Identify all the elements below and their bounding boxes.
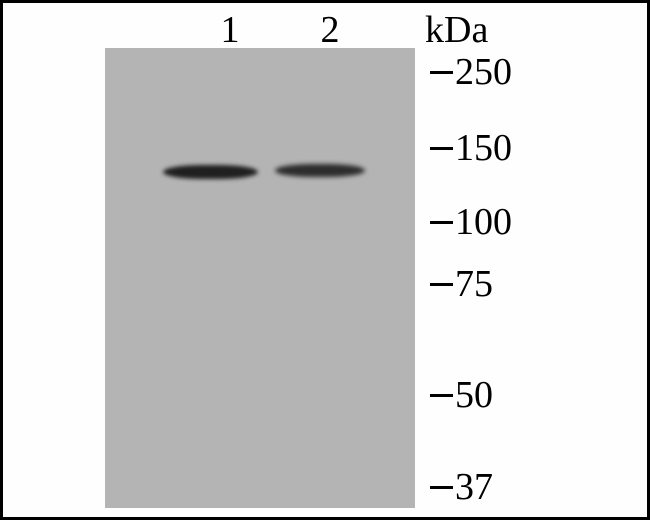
marker-label-37: 37 — [455, 465, 493, 509]
marker-label-250: 250 — [455, 50, 512, 94]
membrane-area — [105, 48, 415, 508]
marker-tick-50 — [430, 394, 453, 397]
marker-tick-37 — [430, 486, 453, 489]
marker-tick-100 — [430, 221, 453, 224]
marker-tick-250 — [430, 71, 453, 74]
marker-label-75: 75 — [455, 262, 493, 306]
marker-label-150: 150 — [455, 126, 512, 170]
marker-tick-75 — [430, 283, 453, 286]
marker-label-100: 100 — [455, 200, 512, 244]
marker-label-50: 50 — [455, 373, 493, 417]
lane-label-1: 1 — [221, 8, 240, 52]
lane-label-2: 2 — [321, 8, 340, 52]
band-lane1 — [163, 165, 258, 179]
band-lane2 — [275, 164, 365, 177]
unit-label-kda: kDa — [425, 8, 488, 52]
figure-canvas: 1 2 kDa 250 150 100 75 50 37 — [0, 0, 650, 520]
marker-tick-150 — [430, 147, 453, 150]
